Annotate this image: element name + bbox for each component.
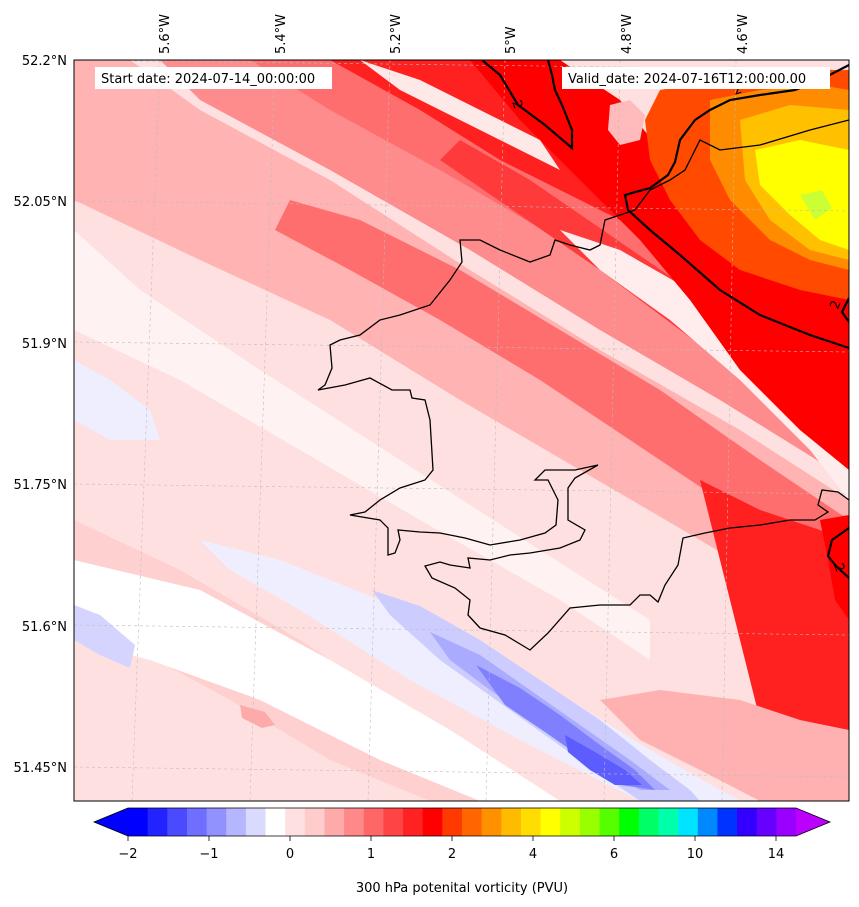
colorbar-cell bbox=[481, 808, 502, 836]
pv-blue-band-3 bbox=[476, 665, 655, 790]
latitude-labels: 52.2°N 52.05°N 51.9°N 51.75°N 51.6°N 51.… bbox=[14, 54, 67, 776]
pv-pink-spot-n bbox=[608, 100, 645, 145]
cb-tick-label-10: 10 bbox=[687, 847, 704, 862]
pv-blue-patch-sw bbox=[74, 605, 135, 668]
cb-tick-label-1: 1 bbox=[367, 847, 375, 862]
colorbar-tick-labels: −2 −1 0 1 2 4 6 10 14 bbox=[118, 847, 784, 862]
colorbar-cell bbox=[697, 808, 719, 836]
cb-tick-label-0: 0 bbox=[286, 847, 294, 862]
colorbar-cell bbox=[756, 808, 777, 836]
lat-label-52.05N: 52.05°N bbox=[14, 195, 67, 210]
colorbar-cell bbox=[520, 808, 542, 836]
colorbar-cell bbox=[186, 808, 208, 836]
valid-date-box bbox=[562, 67, 830, 89]
pv-blue-band-4 bbox=[565, 735, 642, 785]
lon-label-4.6W: 4.6°W bbox=[736, 14, 751, 54]
lon-label-5.6W: 5.6°W bbox=[158, 14, 173, 54]
pv-white-stripe-ne bbox=[560, 230, 849, 500]
pv-2-contours bbox=[481, 60, 849, 579]
colorbar-cell bbox=[363, 808, 385, 836]
coastline bbox=[317, 119, 849, 651]
colorbar-cell bbox=[599, 808, 620, 836]
lat-label-51.9N: 51.9°N bbox=[22, 337, 67, 352]
colorbar-cells bbox=[128, 808, 797, 836]
cb-tick-label-m2: −2 bbox=[118, 847, 137, 862]
cb-tick-label-6: 6 bbox=[610, 847, 618, 862]
colorbar-cell bbox=[501, 808, 522, 836]
cb-tick-label-m1: −1 bbox=[199, 847, 218, 862]
colorbar-cell bbox=[167, 808, 188, 836]
pv-lime-ne bbox=[800, 190, 832, 220]
colorbar-cell bbox=[147, 808, 168, 836]
pv-red-band-1 bbox=[74, 60, 849, 630]
colorbar-cell bbox=[579, 808, 601, 836]
pv-strong-ne bbox=[470, 60, 849, 470]
pv-band-white-sw bbox=[74, 560, 560, 801]
start-date-box bbox=[95, 67, 332, 89]
colorbar-cell bbox=[344, 808, 365, 836]
lat-label-51.75N: 51.75°N bbox=[14, 478, 67, 493]
pv-red-band-2 bbox=[160, 60, 849, 480]
cb-tick-label-14: 14 bbox=[768, 847, 785, 862]
colorbar-cell bbox=[442, 808, 463, 836]
contour-line-ne bbox=[623, 64, 849, 350]
colorbar-cell bbox=[678, 808, 699, 836]
colorbar-under-arrow bbox=[94, 808, 128, 836]
colorbar-cell bbox=[638, 808, 660, 836]
colorbar-cell bbox=[560, 808, 581, 836]
start-date-label: Start date: 2024-07-14_00:00:00 bbox=[101, 72, 315, 87]
pv-red-band-3 bbox=[250, 60, 849, 420]
pv-patch-se bbox=[600, 690, 849, 801]
colorbar-outline bbox=[92, 807, 832, 837]
colorbar-cell bbox=[717, 808, 738, 836]
cb-tick-label-4: 4 bbox=[529, 847, 537, 862]
colorbar-cell bbox=[776, 808, 797, 836]
colorbar-cell bbox=[462, 808, 483, 836]
lon-label-5.2W: 5.2°W bbox=[389, 14, 404, 54]
lat-label-52.2N: 52.2°N bbox=[22, 54, 67, 69]
pv-red-band-5 bbox=[330, 60, 690, 260]
colorbar-cell bbox=[658, 808, 679, 836]
colorbar-cell bbox=[383, 808, 404, 836]
pv-band-white-w bbox=[74, 230, 650, 660]
contour-line-north bbox=[481, 60, 574, 151]
colorbar-cell bbox=[265, 808, 286, 836]
colorbar-cell bbox=[226, 808, 247, 836]
contour-line-se bbox=[826, 527, 849, 579]
pv-blue-patch-w bbox=[74, 360, 160, 440]
colorbar-cell bbox=[422, 808, 443, 836]
colorbar-cell bbox=[737, 808, 758, 836]
longitude-labels: 5.6°W 5.4°W 5.2°W 5°W 4.8°W 4.6°W bbox=[158, 14, 751, 54]
colorbar-cell bbox=[285, 808, 306, 836]
colorbar-title: 300 hPa potenital vorticity (PVU) bbox=[356, 881, 568, 896]
pv-filled-contours bbox=[74, 60, 849, 801]
colorbar-ticks bbox=[127, 836, 777, 841]
lat-label-51.45N: 51.45°N bbox=[14, 761, 67, 776]
cb-tick-label-2: 2 bbox=[448, 847, 456, 862]
map-frame bbox=[73, 59, 850, 802]
map-panel: 2 2 2 2 Start date: 2024-07-14_00:00:00 … bbox=[74, 60, 849, 801]
colorbar-cell bbox=[128, 808, 149, 836]
pv-patch-s bbox=[240, 705, 275, 728]
colorbar-cell bbox=[304, 808, 326, 836]
colorbar-cell bbox=[324, 808, 345, 836]
lat-label-51.6N: 51.6°N bbox=[22, 620, 67, 635]
colorbar-cell bbox=[206, 808, 227, 836]
lon-label-4.8W: 4.8°W bbox=[620, 14, 635, 54]
colorbar-cell bbox=[245, 808, 267, 836]
lon-label-5W: 5°W bbox=[504, 26, 519, 54]
colorbar-cell bbox=[619, 808, 640, 836]
valid-date-label: Valid_date: 2024-07-16T12:00:00.00 bbox=[568, 72, 806, 87]
pv-white-stripe-n bbox=[360, 60, 560, 170]
colorbar-over-arrow bbox=[796, 808, 830, 836]
colorbar-cell bbox=[403, 808, 424, 836]
lon-label-5.4W: 5.4°W bbox=[274, 14, 289, 54]
colorbar-cell bbox=[540, 808, 561, 836]
pv-strong-se bbox=[700, 480, 849, 801]
colorbar: −2 −1 0 1 2 4 6 10 14 300 hPa potenital … bbox=[92, 807, 832, 896]
pv-strong-se-2 bbox=[820, 515, 849, 620]
contour-line-e bbox=[840, 297, 849, 323]
